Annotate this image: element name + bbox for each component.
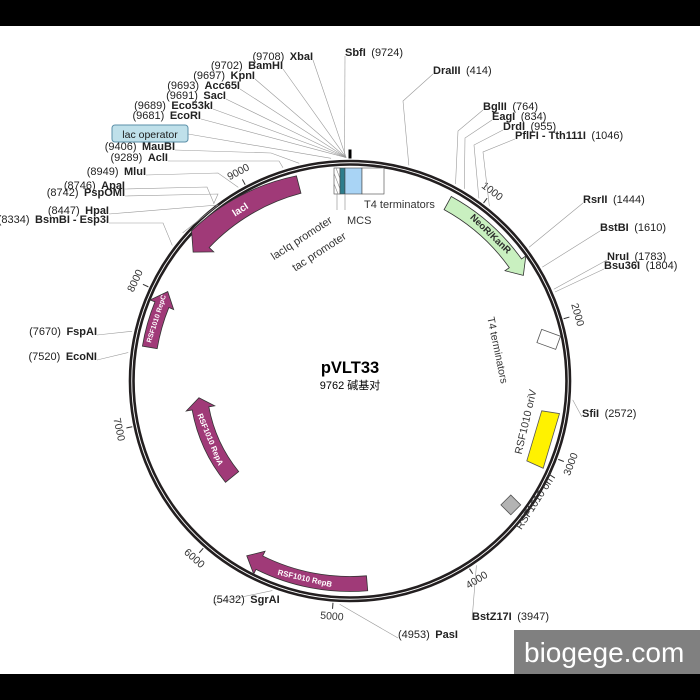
svg-text:biogege.com: biogege.com bbox=[524, 637, 684, 668]
svg-text:(9708) XbaI: (9708) XbaI bbox=[252, 51, 313, 63]
svg-text:PflFI - Tth111I (1046): PflFI - Tth111I (1046) bbox=[515, 130, 623, 142]
svg-text:(7670) FspAI: (7670) FspAI bbox=[29, 326, 97, 338]
svg-text:SfiI (2572): SfiI (2572) bbox=[582, 408, 636, 420]
svg-text:BstZ17I (3947): BstZ17I (3947) bbox=[472, 611, 549, 623]
svg-text:(8949) MluI: (8949) MluI bbox=[87, 166, 146, 178]
svg-text:DraIII (414): DraIII (414) bbox=[433, 65, 492, 77]
svg-text:(9289) AclI: (9289) AclI bbox=[111, 152, 168, 164]
svg-text:(8746) ApaI: (8746) ApaI bbox=[64, 180, 125, 192]
svg-text:(5432) SgrAI: (5432) SgrAI bbox=[213, 594, 280, 606]
svg-text:5000: 5000 bbox=[320, 610, 344, 624]
svg-text:lac operator: lac operator bbox=[122, 129, 178, 141]
svg-text:T4 terminators: T4 terminators bbox=[364, 199, 435, 211]
svg-text:SbfI (9724): SbfI (9724) bbox=[345, 47, 403, 59]
svg-text:(7520) EcoNI: (7520) EcoNI bbox=[29, 351, 97, 363]
svg-text:BstBI (1610): BstBI (1610) bbox=[600, 222, 666, 234]
svg-text:(9406) MauBI: (9406) MauBI bbox=[105, 141, 175, 153]
svg-text:9762 碱基对: 9762 碱基对 bbox=[320, 378, 381, 392]
svg-text:pVLT33: pVLT33 bbox=[321, 359, 379, 377]
svg-text:(4953) PasI: (4953) PasI bbox=[398, 629, 458, 641]
svg-text:(8447) HpaI: (8447) HpaI bbox=[48, 205, 109, 217]
svg-text:MCS: MCS bbox=[347, 215, 371, 227]
svg-text:Bsu36I (1804): Bsu36I (1804) bbox=[604, 260, 677, 272]
svg-text:RsrII (1444): RsrII (1444) bbox=[583, 194, 645, 206]
